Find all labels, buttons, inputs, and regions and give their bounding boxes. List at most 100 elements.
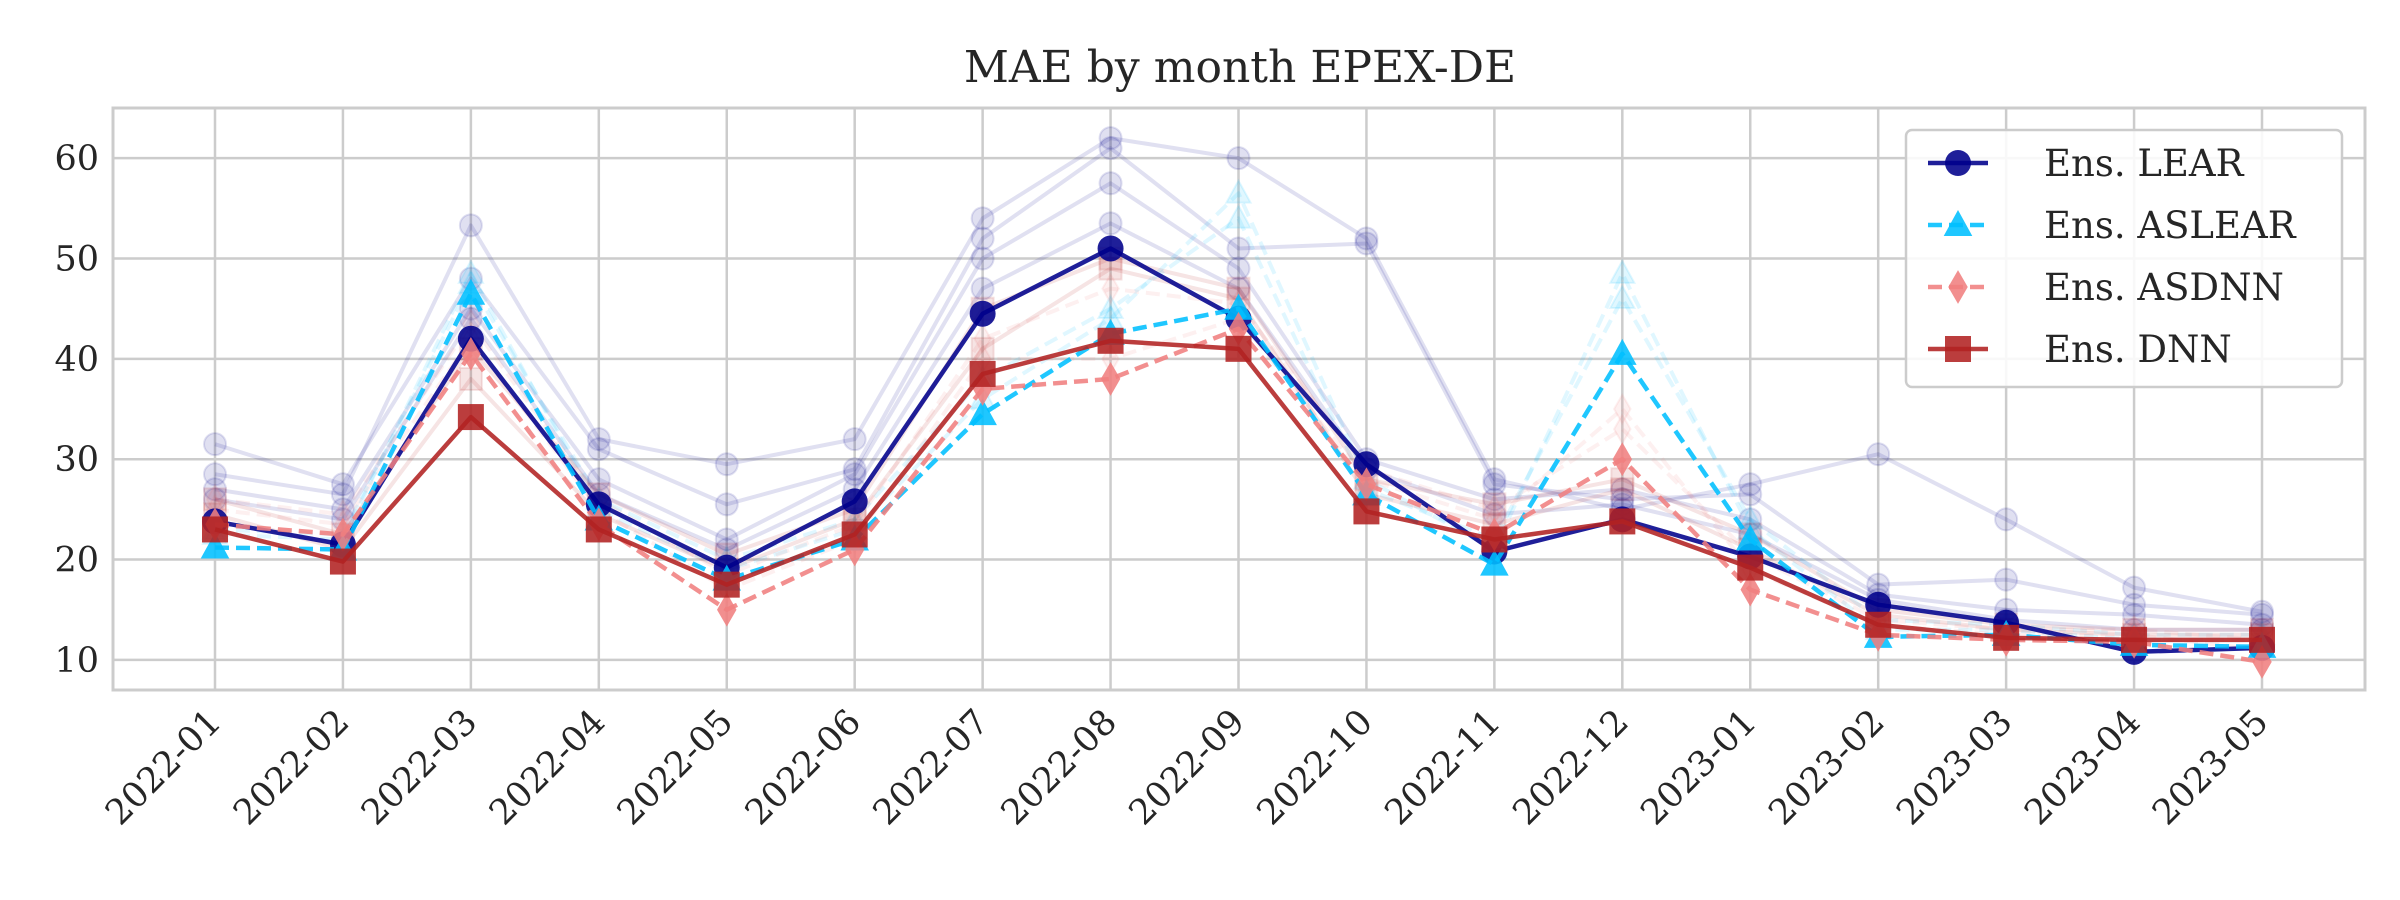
legend-label: Ens. LEAR xyxy=(2044,142,2245,185)
data-point xyxy=(586,467,611,492)
data-point xyxy=(972,372,993,406)
data-point xyxy=(329,548,356,575)
y-tick-label: 10 xyxy=(54,641,99,681)
x-tick-label: 2022-01 xyxy=(98,702,229,833)
y-tick-label: 20 xyxy=(54,541,99,581)
data-point xyxy=(969,300,996,327)
legend-item: Ens. ASLEAR xyxy=(1928,204,2297,247)
data-point xyxy=(333,517,353,552)
legend-marker xyxy=(1945,150,1971,176)
data-point xyxy=(203,462,227,487)
data-point xyxy=(1097,327,1124,354)
data-point xyxy=(1482,487,1507,512)
legend-item: Ens. ASDNN xyxy=(1928,266,2284,309)
data-point xyxy=(1224,178,1253,204)
data-point xyxy=(1612,392,1632,426)
x-tick-label: 2022-07 xyxy=(866,702,997,833)
data-point xyxy=(457,404,484,431)
series-line xyxy=(214,221,2262,632)
data-point xyxy=(970,276,995,301)
data-point xyxy=(1865,611,1892,638)
data-point xyxy=(2250,602,2274,627)
x-tick-label: 2022-08 xyxy=(994,702,1125,833)
y-tick-label: 30 xyxy=(54,440,99,480)
data-point xyxy=(970,246,995,271)
data-point xyxy=(586,437,611,462)
data-point xyxy=(1740,572,1760,607)
data-point xyxy=(1994,567,2019,592)
data-point xyxy=(1097,235,1124,262)
legend-item: Ens. LEAR xyxy=(1928,142,2245,185)
series-line xyxy=(214,136,2263,614)
data-point xyxy=(1226,236,1251,261)
x-tick-label: 2022-05 xyxy=(610,702,741,833)
data-point xyxy=(461,336,481,371)
legend-box xyxy=(1904,128,2344,389)
data-point xyxy=(1609,508,1636,535)
data-point xyxy=(1482,492,1507,517)
data-point xyxy=(969,360,996,387)
data-point xyxy=(713,571,740,598)
legend-label: Ens. ASLEAR xyxy=(2044,204,2297,247)
x-tick-label: 2022-02 xyxy=(226,702,357,833)
background-series xyxy=(203,136,2274,627)
data-point xyxy=(714,527,739,552)
data-point xyxy=(1353,498,1380,525)
data-point xyxy=(202,516,228,543)
main-series-group xyxy=(200,235,2277,679)
y-tick-label: 60 xyxy=(54,139,99,179)
data-point xyxy=(970,226,995,251)
x-tick-label: 2023-04 xyxy=(2017,702,2148,833)
data-point xyxy=(1993,624,2020,651)
data-point xyxy=(330,482,355,507)
data-point xyxy=(1100,362,1121,396)
data-point xyxy=(1608,283,1637,310)
data-point xyxy=(1866,442,1891,467)
x-tick-label: 2022-10 xyxy=(1250,702,1381,833)
data-point xyxy=(717,592,737,627)
data-point xyxy=(1098,211,1123,236)
legend-label: Ens. DNN xyxy=(2044,328,2232,371)
data-point xyxy=(1356,467,1377,502)
x-tick-label: 2022-11 xyxy=(1378,702,1509,833)
data-point xyxy=(1224,203,1253,229)
x-tick-label: 2022-03 xyxy=(354,702,485,833)
data-point xyxy=(842,427,867,452)
data-point xyxy=(1738,472,1763,497)
data-point xyxy=(200,532,230,559)
data-point xyxy=(1353,451,1380,478)
x-tick-label: 2022-09 xyxy=(1122,702,1253,833)
data-point xyxy=(1737,554,1764,581)
data-point xyxy=(456,278,486,305)
x-axis-ticks: 2022-012022-022022-032022-042022-052022-… xyxy=(98,702,2276,833)
plot-frame xyxy=(111,106,2367,692)
data-point xyxy=(1865,591,1892,618)
x-tick-label: 2023-05 xyxy=(2145,702,2276,833)
data-point xyxy=(1482,472,1507,497)
data-point xyxy=(2249,626,2275,653)
data-point xyxy=(585,516,612,543)
data-point xyxy=(2122,575,2147,600)
data-point xyxy=(1482,467,1507,492)
series xyxy=(202,327,2275,653)
data-point xyxy=(1226,256,1251,281)
data-point xyxy=(1610,477,1635,502)
data-point xyxy=(330,472,355,497)
data-point xyxy=(1224,293,1253,320)
legend-label: Ens. ASDNN xyxy=(2044,266,2284,309)
data-point xyxy=(714,452,739,477)
x-tick-label: 2023-02 xyxy=(1761,702,1892,833)
data-point xyxy=(1481,526,1508,553)
data-point xyxy=(2121,626,2148,653)
data-point xyxy=(1608,338,1637,365)
data-point xyxy=(1226,146,1251,171)
x-tick-label: 2023-01 xyxy=(1633,702,1764,833)
series-line xyxy=(214,181,2263,627)
chart-title: MAE by month EPEX-DE xyxy=(964,42,1516,93)
data-point xyxy=(1225,335,1252,362)
data-point xyxy=(1738,482,1763,507)
data-point xyxy=(1098,171,1123,196)
data-point xyxy=(1098,126,1123,151)
